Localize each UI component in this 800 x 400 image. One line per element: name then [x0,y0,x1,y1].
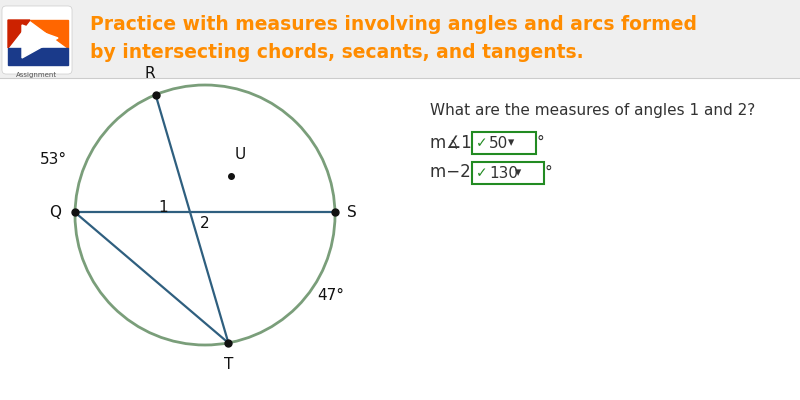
Text: Practice with measures involving angles and arcs formed: Practice with measures involving angles … [90,14,697,34]
Text: 50: 50 [489,136,508,150]
Text: 2: 2 [200,216,210,230]
Text: R: R [144,66,155,81]
Text: T: T [224,357,233,372]
Polygon shape [8,20,30,48]
Text: 53°: 53° [39,152,66,168]
Text: S: S [347,205,357,220]
Text: m−2 =: m−2 = [430,163,495,181]
Text: 1: 1 [158,200,168,214]
Text: 130: 130 [489,166,518,180]
FancyBboxPatch shape [472,132,536,154]
FancyBboxPatch shape [2,6,72,74]
Polygon shape [30,20,68,48]
Text: ▾: ▾ [508,136,514,150]
Text: °: ° [537,134,545,150]
Text: ✓: ✓ [476,166,488,180]
Text: What are the measures of angles 1 and 2?: What are the measures of angles 1 and 2? [430,102,755,118]
Text: by intersecting chords, secants, and tangents.: by intersecting chords, secants, and tan… [90,44,584,62]
Text: ✓: ✓ [476,136,488,150]
Text: Q: Q [49,205,61,220]
Polygon shape [22,25,58,58]
Text: Assignment: Assignment [17,72,58,78]
Polygon shape [8,48,68,65]
Text: ▾: ▾ [515,166,522,180]
Text: °: ° [545,164,553,180]
Text: U: U [235,147,246,162]
Text: m∡1 =: m∡1 = [430,133,496,151]
Bar [0,0,800,78]
Text: 47°: 47° [317,288,344,302]
FancyBboxPatch shape [472,162,544,184]
